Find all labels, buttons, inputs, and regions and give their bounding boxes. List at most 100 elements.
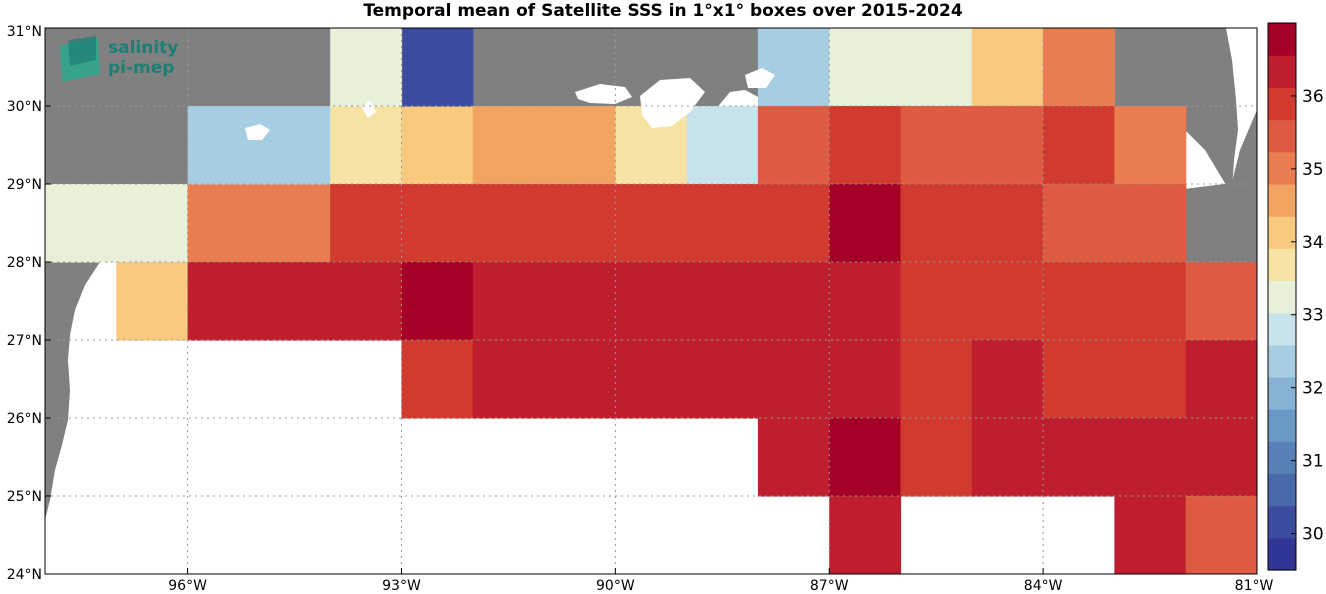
- latitude-ticks: 24°N 25°N 26°N 27°N 28°N 29°N 30°N 31°N: [7, 24, 51, 583]
- colorbar-segment: [1268, 441, 1296, 475]
- sss-cell: [45, 184, 117, 263]
- lat-tick-label: 24°N: [7, 567, 42, 583]
- sss-cell: [615, 262, 688, 341]
- sss-cell: [544, 184, 616, 263]
- sss-cell: [971, 340, 1044, 419]
- lon-tick-label: 96°W: [168, 578, 207, 594]
- longitude-ticks: 96°W 93°W 90°W 87°W 84°W 81°W: [168, 568, 1273, 594]
- sss-cell: [971, 184, 1044, 263]
- lat-tick-label: 30°N: [7, 99, 42, 115]
- colorbar-segment: [1268, 119, 1296, 153]
- colorbar-segment: [1268, 537, 1296, 571]
- colorbar-segment: [1268, 376, 1296, 410]
- sss-cell: [900, 340, 973, 419]
- sss-cell: [258, 184, 331, 263]
- sss-cell: [1114, 340, 1187, 419]
- sss-cell: [757, 418, 830, 497]
- colorbar-segment: [1268, 23, 1296, 56]
- sss-cell: [1043, 262, 1115, 341]
- logo-line2: pi-mep: [108, 58, 174, 78]
- sss-cell: [472, 262, 545, 341]
- sss-cell: [971, 262, 1044, 341]
- sss-cell: [1185, 418, 1257, 497]
- sss-cell: [116, 184, 189, 263]
- sss-cell: [544, 262, 616, 341]
- lat-tick-label: 26°N: [7, 411, 42, 427]
- sss-cell: [544, 106, 616, 185]
- sss-cell: [900, 106, 973, 185]
- sss-cell: [1114, 106, 1187, 185]
- sss-cell: [829, 262, 902, 341]
- lon-tick-label: 93°W: [382, 578, 421, 594]
- colorbar-tick-label: 36: [1302, 87, 1324, 107]
- logo: salinity pi-mep: [60, 36, 178, 82]
- lon-tick-label: 84°W: [1024, 578, 1063, 594]
- colorbar-segment: [1268, 151, 1296, 185]
- colorbar-segment: [1268, 505, 1296, 539]
- sss-cell: [686, 106, 759, 185]
- lat-tick-label: 31°N: [7, 24, 42, 40]
- sss-cell: [187, 262, 260, 341]
- sss-cell: [330, 184, 403, 263]
- map-frame: [44, 27, 1258, 575]
- sss-cell: [757, 262, 830, 341]
- sss-cell: [829, 496, 902, 574]
- sss-cell: [544, 340, 616, 419]
- lat-tick-label: 25°N: [7, 489, 42, 505]
- sss-cell: [829, 340, 902, 419]
- colorbar-frame: [1267, 22, 1297, 571]
- sss-cell: [686, 262, 759, 341]
- colorbar-segment: [1268, 216, 1296, 249]
- sss-cell: [971, 28, 1044, 107]
- sss-cell: [330, 106, 403, 185]
- sss-cell: [258, 262, 331, 341]
- lon-tick-label: 90°W: [596, 578, 635, 594]
- colorbar-tick-label: 35: [1302, 160, 1324, 180]
- colorbar-tick-label: 32: [1302, 379, 1324, 399]
- colorbar-segment: [1268, 312, 1296, 346]
- sss-cell: [472, 106, 545, 185]
- sss-cell: [1043, 418, 1115, 497]
- colorbar-ticks: 30 31 32 33 34 35 36: [1291, 87, 1324, 545]
- sss-cell: [829, 184, 902, 263]
- colorbar-segment: [1268, 248, 1296, 281]
- sss-cell: [829, 418, 902, 497]
- sss-cell: [900, 184, 973, 263]
- sss-cell: [187, 184, 260, 263]
- sss-cell: [1043, 106, 1115, 185]
- lon-tick-label: 87°W: [810, 578, 849, 594]
- sss-cell: [971, 106, 1044, 185]
- sss-cell: [401, 262, 474, 341]
- sss-cell: [1185, 262, 1257, 341]
- colorbar-segment: [1268, 344, 1296, 378]
- sss-cell: [330, 262, 403, 341]
- sss-cell: [1114, 418, 1187, 497]
- sss-cell: [829, 28, 902, 107]
- sss-cell: [1043, 184, 1115, 263]
- sss-cell: [615, 184, 688, 263]
- sss-cell: [757, 28, 830, 107]
- sss-cell: [829, 106, 902, 185]
- sss-cell: [900, 28, 973, 107]
- colorbar-segment: [1268, 473, 1296, 507]
- sss-cell: [686, 184, 759, 263]
- sss-cell: [900, 418, 973, 497]
- sss-cell: [971, 418, 1044, 497]
- lat-tick-label: 28°N: [7, 255, 42, 271]
- sss-cell: [1185, 340, 1257, 419]
- lat-tick-label: 29°N: [7, 177, 42, 193]
- logo-line1: salinity: [108, 38, 178, 58]
- lat-tick-label: 27°N: [7, 333, 42, 349]
- sss-cell: [258, 106, 331, 185]
- sss-cell: [1114, 184, 1187, 263]
- sss-cell: [1114, 496, 1187, 574]
- sss-cell: [615, 340, 688, 419]
- colorbar-tick-label: 31: [1302, 452, 1324, 472]
- colorbar-tick-label: 34: [1302, 233, 1324, 253]
- sss-cell: [401, 340, 474, 419]
- sss-cell: [472, 184, 545, 263]
- colorbar-tick-label: 30: [1302, 525, 1324, 545]
- colorbar-segment: [1268, 280, 1296, 314]
- sss-cell: [1043, 28, 1115, 107]
